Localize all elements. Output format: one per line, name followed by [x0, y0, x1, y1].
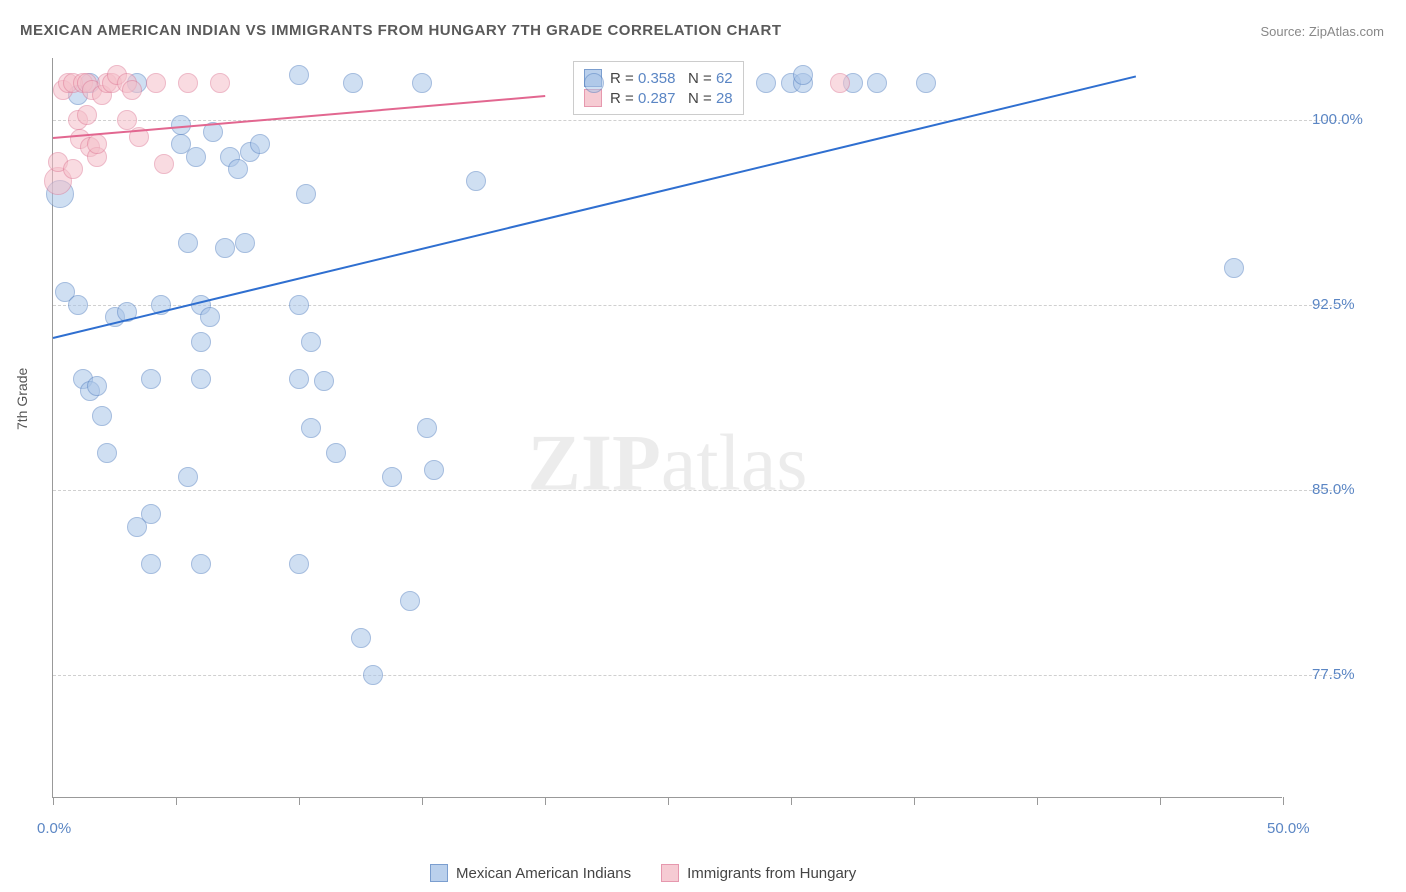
legend-swatch: [661, 864, 679, 882]
data-point: [191, 332, 211, 352]
data-point: [92, 406, 112, 426]
data-point: [146, 73, 166, 93]
x-tick: [1283, 797, 1284, 805]
data-point: [215, 238, 235, 258]
x-tick: [668, 797, 669, 805]
data-point: [178, 233, 198, 253]
data-point: [412, 73, 432, 93]
data-point: [200, 307, 220, 327]
gridline-h: [53, 305, 1342, 306]
x-tick: [53, 797, 54, 805]
data-point: [351, 628, 371, 648]
gridline-h: [53, 490, 1342, 491]
data-point: [87, 134, 107, 154]
data-point: [87, 376, 107, 396]
y-tick-label: 85.0%: [1312, 481, 1355, 498]
y-tick-label: 100.0%: [1312, 111, 1363, 128]
data-point: [122, 80, 142, 100]
data-point: [63, 159, 83, 179]
x-tick: [422, 797, 423, 805]
data-point: [235, 233, 255, 253]
x-tick: [914, 797, 915, 805]
data-point: [289, 554, 309, 574]
data-point: [1224, 258, 1244, 278]
y-tick-label: 92.5%: [1312, 296, 1355, 313]
legend-series-label: Immigrants from Hungary: [687, 865, 856, 882]
data-point: [916, 73, 936, 93]
gridline-h: [53, 675, 1342, 676]
data-point: [584, 73, 604, 93]
data-point: [178, 467, 198, 487]
data-point: [141, 554, 161, 574]
data-point: [141, 504, 161, 524]
data-point: [424, 460, 444, 480]
data-point: [97, 443, 117, 463]
legend-row: R = 0.287 N = 28: [584, 89, 733, 107]
data-point: [250, 134, 270, 154]
x-tick: [176, 797, 177, 805]
data-point: [210, 73, 230, 93]
legend-swatch: [430, 864, 448, 882]
data-point: [77, 105, 97, 125]
data-point: [289, 369, 309, 389]
data-point: [343, 73, 363, 93]
data-point: [382, 467, 402, 487]
data-point: [301, 418, 321, 438]
legend-row: R = 0.358 N = 62: [584, 69, 733, 87]
legend-series: Mexican American Indians Immigrants from …: [430, 864, 856, 882]
y-axis-label: 7th Grade: [14, 368, 30, 430]
data-point: [417, 418, 437, 438]
data-point: [466, 171, 486, 191]
legend-stat: R = 0.287 N = 28: [610, 90, 733, 107]
y-tick-label: 77.5%: [1312, 666, 1355, 683]
data-point: [867, 73, 887, 93]
data-point: [154, 154, 174, 174]
source-label: Source: ZipAtlas.com: [1260, 24, 1384, 39]
plot-area: ZIPatlas R = 0.358 N = 62 R = 0.287 N = 2…: [52, 58, 1282, 798]
x-tick: [1037, 797, 1038, 805]
watermark: ZIPatlas: [528, 419, 808, 510]
x-tick: [1160, 797, 1161, 805]
data-point: [117, 110, 137, 130]
legend-series-item: Immigrants from Hungary: [661, 864, 856, 882]
data-point: [141, 369, 161, 389]
x-tick-label: 0.0%: [37, 820, 71, 837]
data-point: [301, 332, 321, 352]
data-point: [68, 295, 88, 315]
data-point: [296, 184, 316, 204]
data-point: [178, 73, 198, 93]
legend-series-item: Mexican American Indians: [430, 864, 631, 882]
data-point: [830, 73, 850, 93]
data-point: [326, 443, 346, 463]
data-point: [191, 369, 211, 389]
data-point: [191, 554, 211, 574]
chart-title: MEXICAN AMERICAN INDIAN VS IMMIGRANTS FR…: [20, 22, 782, 39]
data-point: [289, 295, 309, 315]
data-point: [289, 65, 309, 85]
x-tick: [545, 797, 546, 805]
watermark-bold: ZIP: [528, 420, 661, 508]
x-tick: [791, 797, 792, 805]
data-point: [314, 371, 334, 391]
legend-series-label: Mexican American Indians: [456, 865, 631, 882]
data-point: [400, 591, 420, 611]
x-tick: [299, 797, 300, 805]
data-point: [363, 665, 383, 685]
data-point: [186, 147, 206, 167]
data-point: [228, 159, 248, 179]
watermark-light: atlas: [661, 420, 808, 508]
data-point: [756, 73, 776, 93]
x-tick-label: 50.0%: [1267, 820, 1310, 837]
data-point: [793, 65, 813, 85]
legend-stat: R = 0.358 N = 62: [610, 70, 733, 87]
